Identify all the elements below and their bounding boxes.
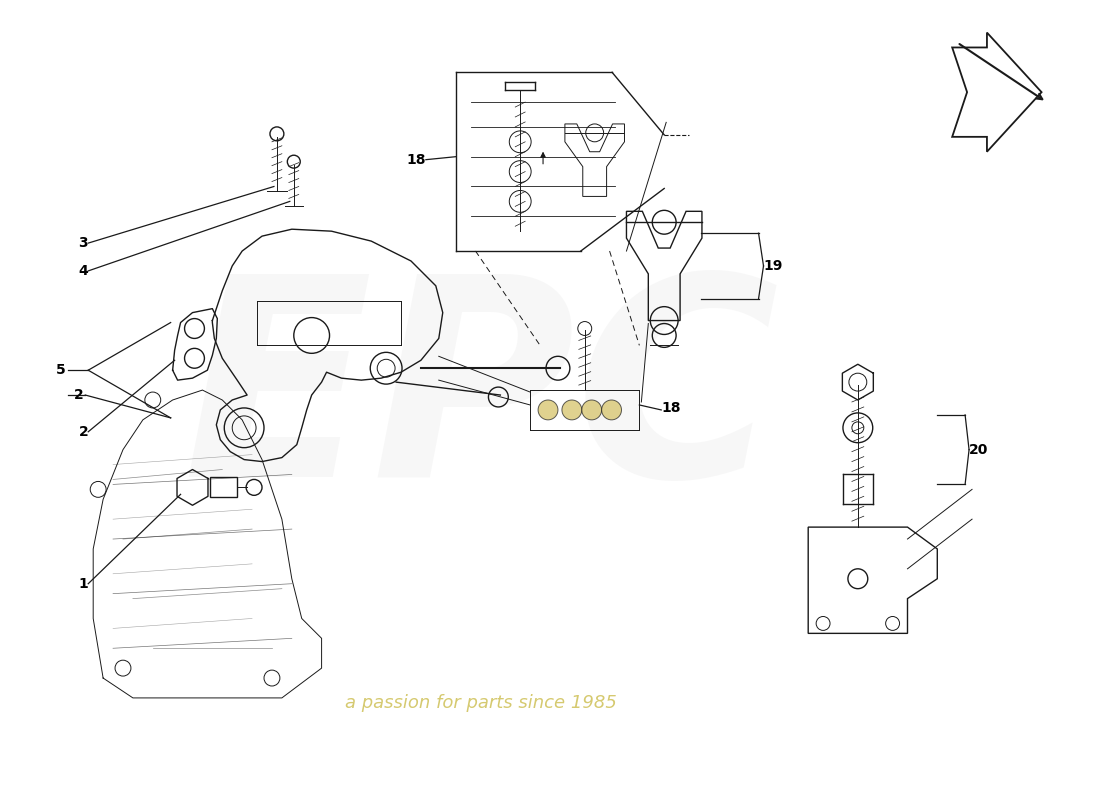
- Text: 18: 18: [406, 153, 426, 166]
- Text: 3: 3: [78, 236, 88, 250]
- Text: EPC: EPC: [182, 265, 779, 535]
- Circle shape: [582, 400, 602, 420]
- Text: 5: 5: [56, 363, 65, 378]
- Text: 20: 20: [969, 442, 989, 457]
- Text: 1: 1: [78, 577, 88, 590]
- Text: 19: 19: [763, 259, 783, 273]
- Text: a passion for parts since 1985: a passion for parts since 1985: [344, 694, 616, 712]
- Text: 2: 2: [74, 388, 84, 402]
- Circle shape: [602, 400, 621, 420]
- Text: 2: 2: [78, 425, 88, 438]
- Circle shape: [538, 400, 558, 420]
- Circle shape: [562, 400, 582, 420]
- Text: 4: 4: [78, 264, 88, 278]
- Text: 18: 18: [661, 401, 681, 415]
